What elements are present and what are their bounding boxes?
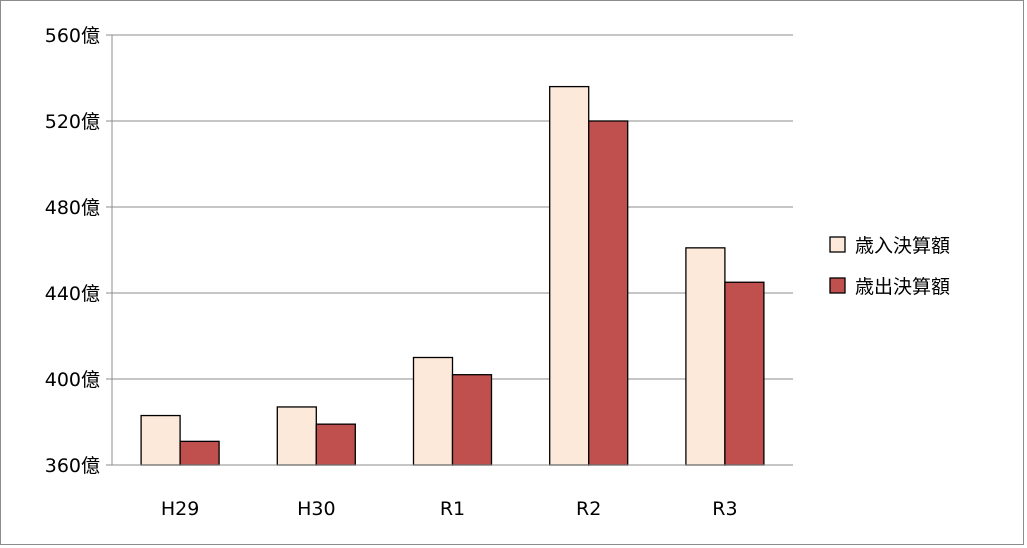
y-tick-label: 560億 <box>45 25 100 47</box>
x-tick-label: R2 <box>576 498 601 520</box>
bar-revenue-R2 <box>549 85 590 466</box>
axes <box>106 34 793 466</box>
x-tick-label: H30 <box>297 498 335 520</box>
bar-revenue-H30 <box>276 406 317 466</box>
y-tick-label: 440億 <box>45 283 100 305</box>
x-tick-label: R1 <box>440 498 465 520</box>
y-tick-label: 520億 <box>45 111 100 133</box>
bar-revenue-R3 <box>685 247 726 466</box>
legend-swatch <box>829 277 846 294</box>
legend-label: 歳出決算額 <box>855 276 950 298</box>
x-tick-label: H29 <box>161 498 199 520</box>
bar-revenue-H29 <box>140 414 181 466</box>
bar-expenditure-R1 <box>451 374 493 466</box>
bars <box>140 85 765 466</box>
y-tick-labels: 360億 400億 440億 480億 520億 560億 <box>45 25 100 477</box>
bar-revenue-R1 <box>412 356 454 466</box>
bar-expenditure-H29 <box>179 440 220 466</box>
bar-expenditure-H30 <box>315 423 356 466</box>
x-tick-labels: H29 H30 R1 R2 R3 <box>161 498 738 520</box>
y-tick-label: 480億 <box>45 197 100 219</box>
bar-expenditure-R2 <box>588 120 629 466</box>
y-tick-label: 400億 <box>45 369 100 391</box>
bar-expenditure-R3 <box>724 281 765 466</box>
legend-label: 歳入決算額 <box>855 235 950 257</box>
y-tick-label: 360億 <box>45 455 100 477</box>
x-tick-label: R3 <box>712 498 737 520</box>
legend-swatch <box>829 236 846 253</box>
